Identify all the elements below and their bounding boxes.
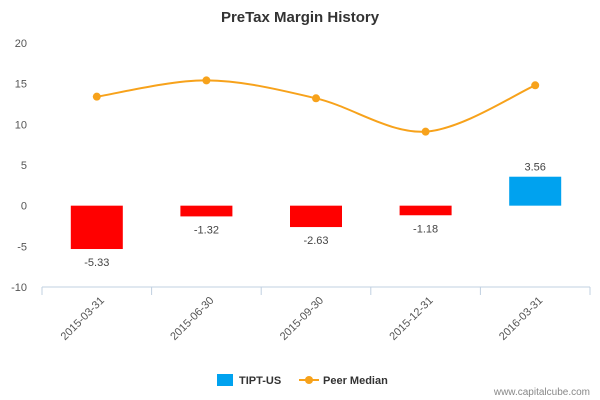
bar-series: -5.33 -1.32 -2.63 -1.18 3.56 — [70, 162, 562, 269]
bar-data-label: -1.18 — [413, 223, 438, 235]
peer-median-line — [96, 79, 536, 133]
peer-median-point[interactable] — [421, 127, 430, 136]
peer-median-series — [92, 76, 540, 136]
x-tick-label: 2016-03-31 — [497, 295, 545, 343]
y-tick-label: 15 — [15, 79, 27, 91]
peer-median-point[interactable] — [531, 81, 540, 90]
legend-swatch-peer-marker — [305, 376, 313, 384]
bar-data-label: -1.32 — [194, 224, 219, 236]
y-axis: -10 -5 0 5 10 15 20 — [11, 38, 27, 294]
y-tick-label: 10 — [15, 119, 27, 131]
bar[interactable] — [70, 205, 123, 250]
y-tick-label: -10 — [11, 282, 27, 294]
x-tick-label: 2015-09-30 — [278, 295, 326, 343]
credit-text: www.capitalcube.com — [493, 387, 590, 398]
bar-data-label: -2.63 — [303, 235, 328, 247]
bar[interactable] — [290, 205, 342, 228]
x-tick-label: 2015-12-31 — [387, 295, 435, 343]
peer-median-point[interactable] — [92, 92, 101, 101]
legend[interactable]: TIPT-US Peer Median — [217, 374, 388, 387]
x-axis: 2015-03-31 2015-06-30 2015-09-30 2015-12-31… — [41, 286, 591, 343]
bar-data-label: 3.56 — [524, 162, 545, 174]
chart-title: PreTax Margin History — [221, 9, 380, 26]
y-tick-label: 20 — [15, 38, 27, 50]
bar[interactable] — [399, 205, 452, 216]
peer-median-point[interactable] — [312, 94, 320, 103]
legend-label-peer: Peer Median — [323, 375, 388, 387]
y-tick-label: 5 — [21, 160, 27, 172]
bar[interactable] — [180, 205, 233, 217]
bar[interactable] — [509, 176, 562, 206]
bar-data-label: -5.33 — [84, 257, 109, 269]
legend-label-tipt: TIPT-US — [239, 375, 281, 387]
x-tick-label: 2015-03-31 — [59, 295, 107, 343]
legend-swatch-tipt — [217, 374, 233, 386]
peer-median-point[interactable] — [202, 76, 211, 85]
x-tick-label: 2015-06-30 — [168, 295, 216, 343]
y-tick-label: 0 — [21, 201, 27, 213]
y-tick-label: -5 — [17, 241, 27, 253]
